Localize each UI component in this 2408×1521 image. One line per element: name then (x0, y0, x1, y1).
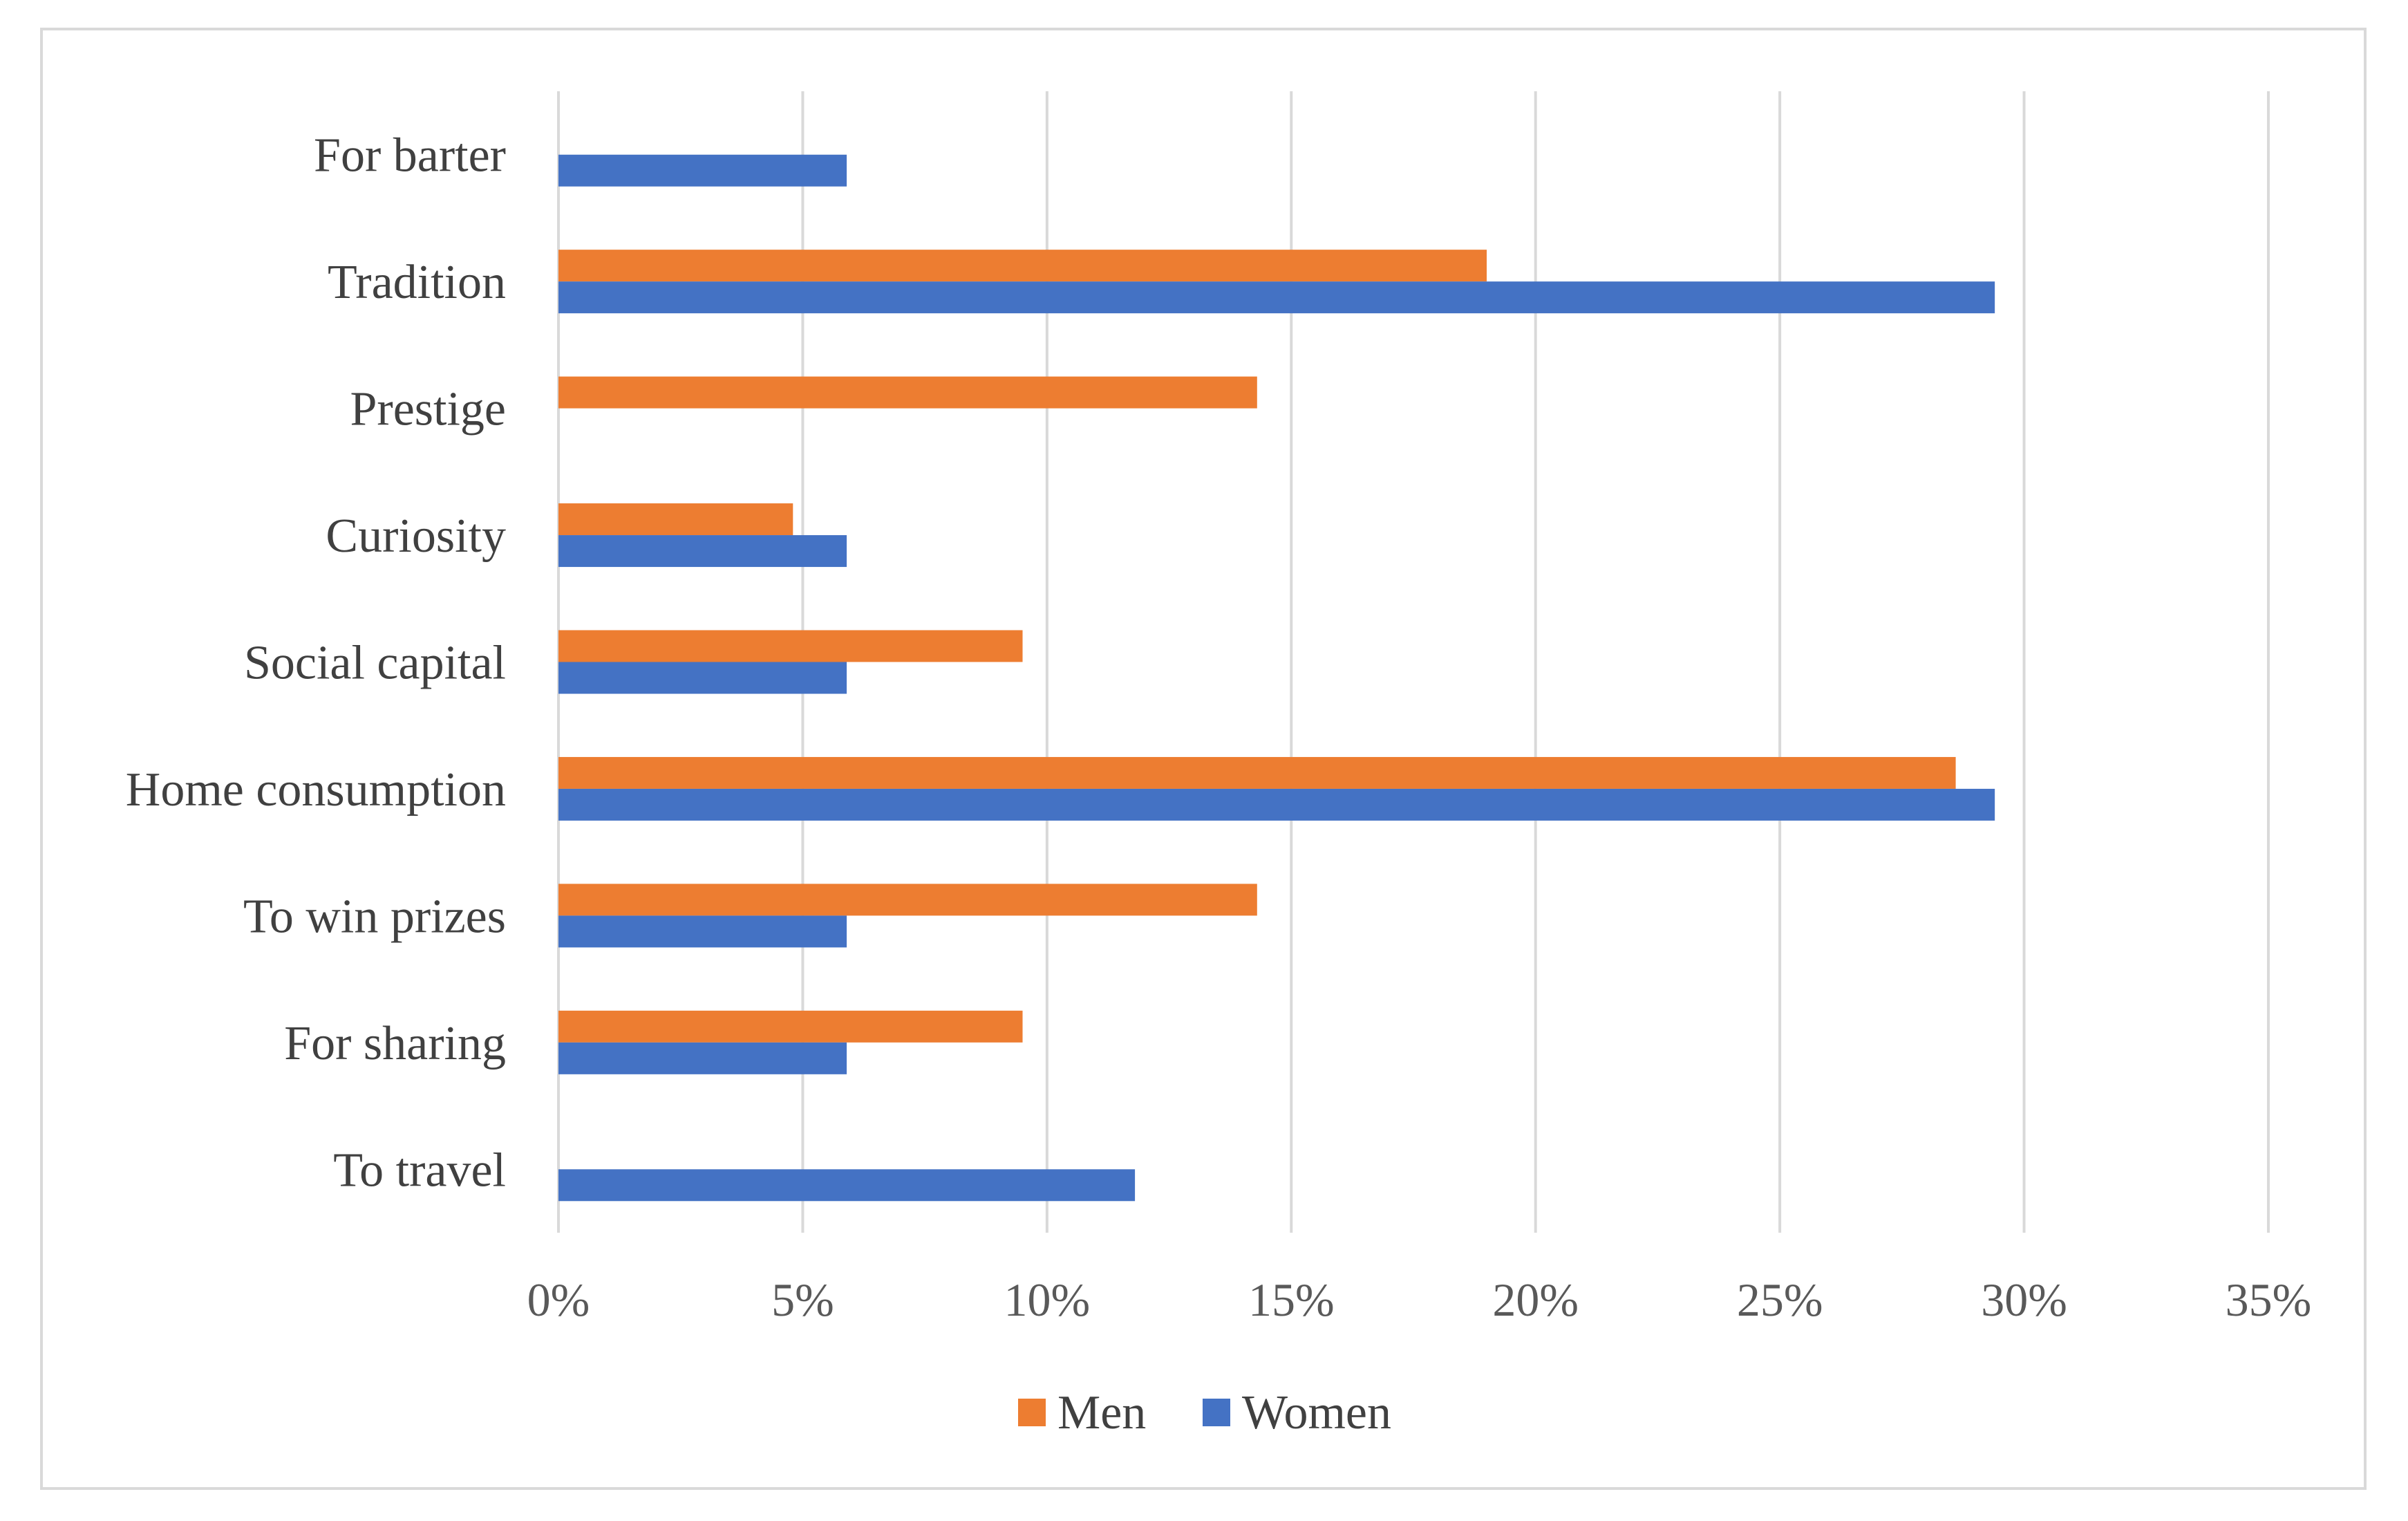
category-label-for-barter: For barter (314, 129, 506, 183)
bar-women-tradition (558, 281, 1995, 314)
category-label-tradition: Tradition (328, 256, 506, 309)
x-tick-label-0: 0% (527, 1273, 590, 1326)
bar-men-tradition (558, 250, 1487, 282)
bars (558, 154, 1995, 1202)
category-label-for-sharing: For sharing (284, 1017, 506, 1070)
legend: Men Women (1018, 1386, 1391, 1439)
bar-women-home-consumption (558, 788, 1995, 821)
bar-men-prestige (558, 376, 1257, 409)
bar-women-for-sharing (558, 1042, 847, 1074)
category-label-social-capital: Social capital (244, 637, 506, 690)
bar-men-to-win-prizes (558, 884, 1257, 916)
bar-women-to-travel (558, 1169, 1136, 1202)
x-tick-label-6: 30% (1981, 1273, 2067, 1326)
legend-label-men: Men (1057, 1386, 1146, 1439)
x-tick-label-3: 15% (1248, 1273, 1335, 1326)
legend-label-women: Women (1242, 1386, 1391, 1439)
category-label-curiosity: Curiosity (326, 510, 506, 563)
x-tick-label-2: 10% (1004, 1273, 1091, 1326)
category-label-to-win-prizes: To win prizes (243, 890, 506, 943)
category-label-home-consumption: Home consumption (126, 763, 506, 817)
bar-men-social-capital (558, 630, 1023, 662)
x-tick-label-1: 5% (771, 1273, 834, 1326)
x-tick-label-5: 25% (1737, 1273, 1823, 1326)
bar-women-to-win-prizes (558, 915, 847, 948)
category-labels: For barter Tradition Prestige Curiosity Soci… (126, 129, 506, 1197)
x-tick-label-7: 35% (2226, 1273, 2312, 1326)
legend-swatch-women (1203, 1399, 1230, 1426)
bar-men-for-sharing (558, 1010, 1023, 1043)
bar-men-curiosity (558, 503, 793, 536)
bar-men-home-consumption (558, 756, 1956, 789)
bar-women-for-barter (558, 154, 847, 187)
category-label-prestige: Prestige (350, 383, 506, 436)
bar-women-social-capital (558, 662, 847, 694)
category-label-to-travel: To travel (333, 1144, 506, 1197)
x-tick-labels: 0% 5% 10% 15% 20% 25% 30% 35% (527, 1273, 2312, 1326)
x-tick-label-4: 20% (1492, 1273, 1579, 1326)
legend-swatch-men (1018, 1399, 1046, 1426)
bar-women-curiosity (558, 535, 847, 568)
